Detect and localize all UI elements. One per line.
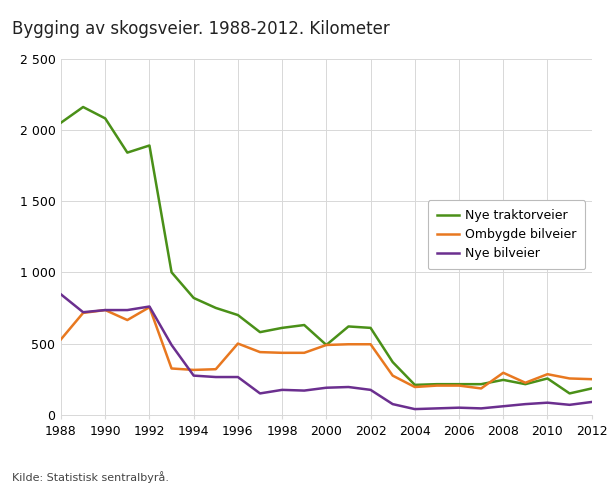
Nye traktorveier: [588, 386, 595, 391]
Nye traktorveier: [168, 269, 175, 275]
Nye bilveier: [522, 401, 529, 407]
Nye bilveier: [478, 406, 485, 411]
Nye bilveier: [256, 390, 264, 396]
Text: Bygging av skogsveier. 1988-2012. Kilometer: Bygging av skogsveier. 1988-2012. Kilome…: [12, 20, 390, 38]
Nye traktorveier: [323, 342, 330, 348]
Ombygde bilveier: [478, 386, 485, 391]
Nye traktorveier: [212, 305, 220, 311]
Nye bilveier: [234, 374, 242, 380]
Nye traktorveier: [124, 150, 131, 156]
Nye traktorveier: [146, 142, 153, 148]
Nye bilveier: [544, 400, 551, 406]
Ombygde bilveier: [323, 342, 330, 348]
Ombygde bilveier: [500, 370, 507, 376]
Nye bilveier: [433, 406, 440, 411]
Ombygde bilveier: [301, 350, 308, 356]
Ombygde bilveier: [101, 307, 109, 313]
Nye traktorveier: [544, 376, 551, 382]
Ombygde bilveier: [367, 341, 374, 347]
Nye traktorveier: [256, 329, 264, 335]
Nye bilveier: [79, 309, 87, 315]
Ombygde bilveier: [411, 384, 418, 390]
Nye bilveier: [146, 304, 153, 309]
Nye traktorveier: [234, 312, 242, 318]
Nye bilveier: [566, 402, 573, 408]
Nye traktorveier: [278, 325, 285, 331]
Ombygde bilveier: [124, 317, 131, 323]
Nye traktorveier: [433, 381, 440, 387]
Line: Nye bilveier: Nye bilveier: [61, 294, 592, 409]
Nye traktorveier: [101, 116, 109, 122]
Nye bilveier: [168, 342, 175, 348]
Ombygde bilveier: [57, 336, 65, 342]
Nye bilveier: [124, 307, 131, 313]
Ombygde bilveier: [389, 373, 396, 379]
Nye traktorveier: [456, 381, 463, 387]
Ombygde bilveier: [433, 383, 440, 388]
Ombygde bilveier: [345, 341, 352, 347]
Legend: Nye traktorveier, Ombygde bilveier, Nye bilveier: Nye traktorveier, Ombygde bilveier, Nye …: [428, 200, 586, 269]
Text: Kilde: Statistisk sentralbyrå.: Kilde: Statistisk sentralbyrå.: [12, 471, 169, 483]
Nye bilveier: [588, 399, 595, 405]
Nye traktorveier: [79, 104, 87, 110]
Nye bilveier: [212, 374, 220, 380]
Nye traktorveier: [500, 377, 507, 383]
Nye bilveier: [301, 387, 308, 393]
Nye traktorveier: [345, 324, 352, 329]
Ombygde bilveier: [522, 380, 529, 386]
Nye traktorveier: [301, 322, 308, 328]
Nye bilveier: [57, 291, 65, 297]
Ombygde bilveier: [544, 371, 551, 377]
Nye bilveier: [411, 406, 418, 412]
Nye bilveier: [101, 307, 109, 313]
Nye traktorveier: [522, 381, 529, 387]
Ombygde bilveier: [168, 366, 175, 371]
Nye bilveier: [190, 373, 198, 379]
Nye traktorveier: [367, 325, 374, 331]
Nye bilveier: [367, 387, 374, 393]
Ombygde bilveier: [256, 349, 264, 355]
Nye bilveier: [456, 405, 463, 410]
Ombygde bilveier: [212, 366, 220, 372]
Line: Nye traktorveier: Nye traktorveier: [61, 107, 592, 393]
Nye bilveier: [389, 401, 396, 407]
Ombygde bilveier: [456, 383, 463, 388]
Ombygde bilveier: [190, 367, 198, 373]
Ombygde bilveier: [234, 341, 242, 346]
Nye bilveier: [345, 384, 352, 390]
Ombygde bilveier: [566, 376, 573, 382]
Nye bilveier: [323, 385, 330, 391]
Nye traktorveier: [57, 120, 65, 125]
Nye traktorveier: [411, 382, 418, 388]
Ombygde bilveier: [79, 310, 87, 316]
Ombygde bilveier: [146, 305, 153, 310]
Ombygde bilveier: [278, 350, 285, 356]
Nye traktorveier: [190, 295, 198, 301]
Line: Ombygde bilveier: Ombygde bilveier: [61, 307, 592, 388]
Ombygde bilveier: [588, 376, 595, 382]
Nye traktorveier: [566, 390, 573, 396]
Nye traktorveier: [389, 359, 396, 365]
Nye traktorveier: [478, 381, 485, 387]
Nye bilveier: [278, 387, 285, 393]
Nye bilveier: [500, 403, 507, 409]
